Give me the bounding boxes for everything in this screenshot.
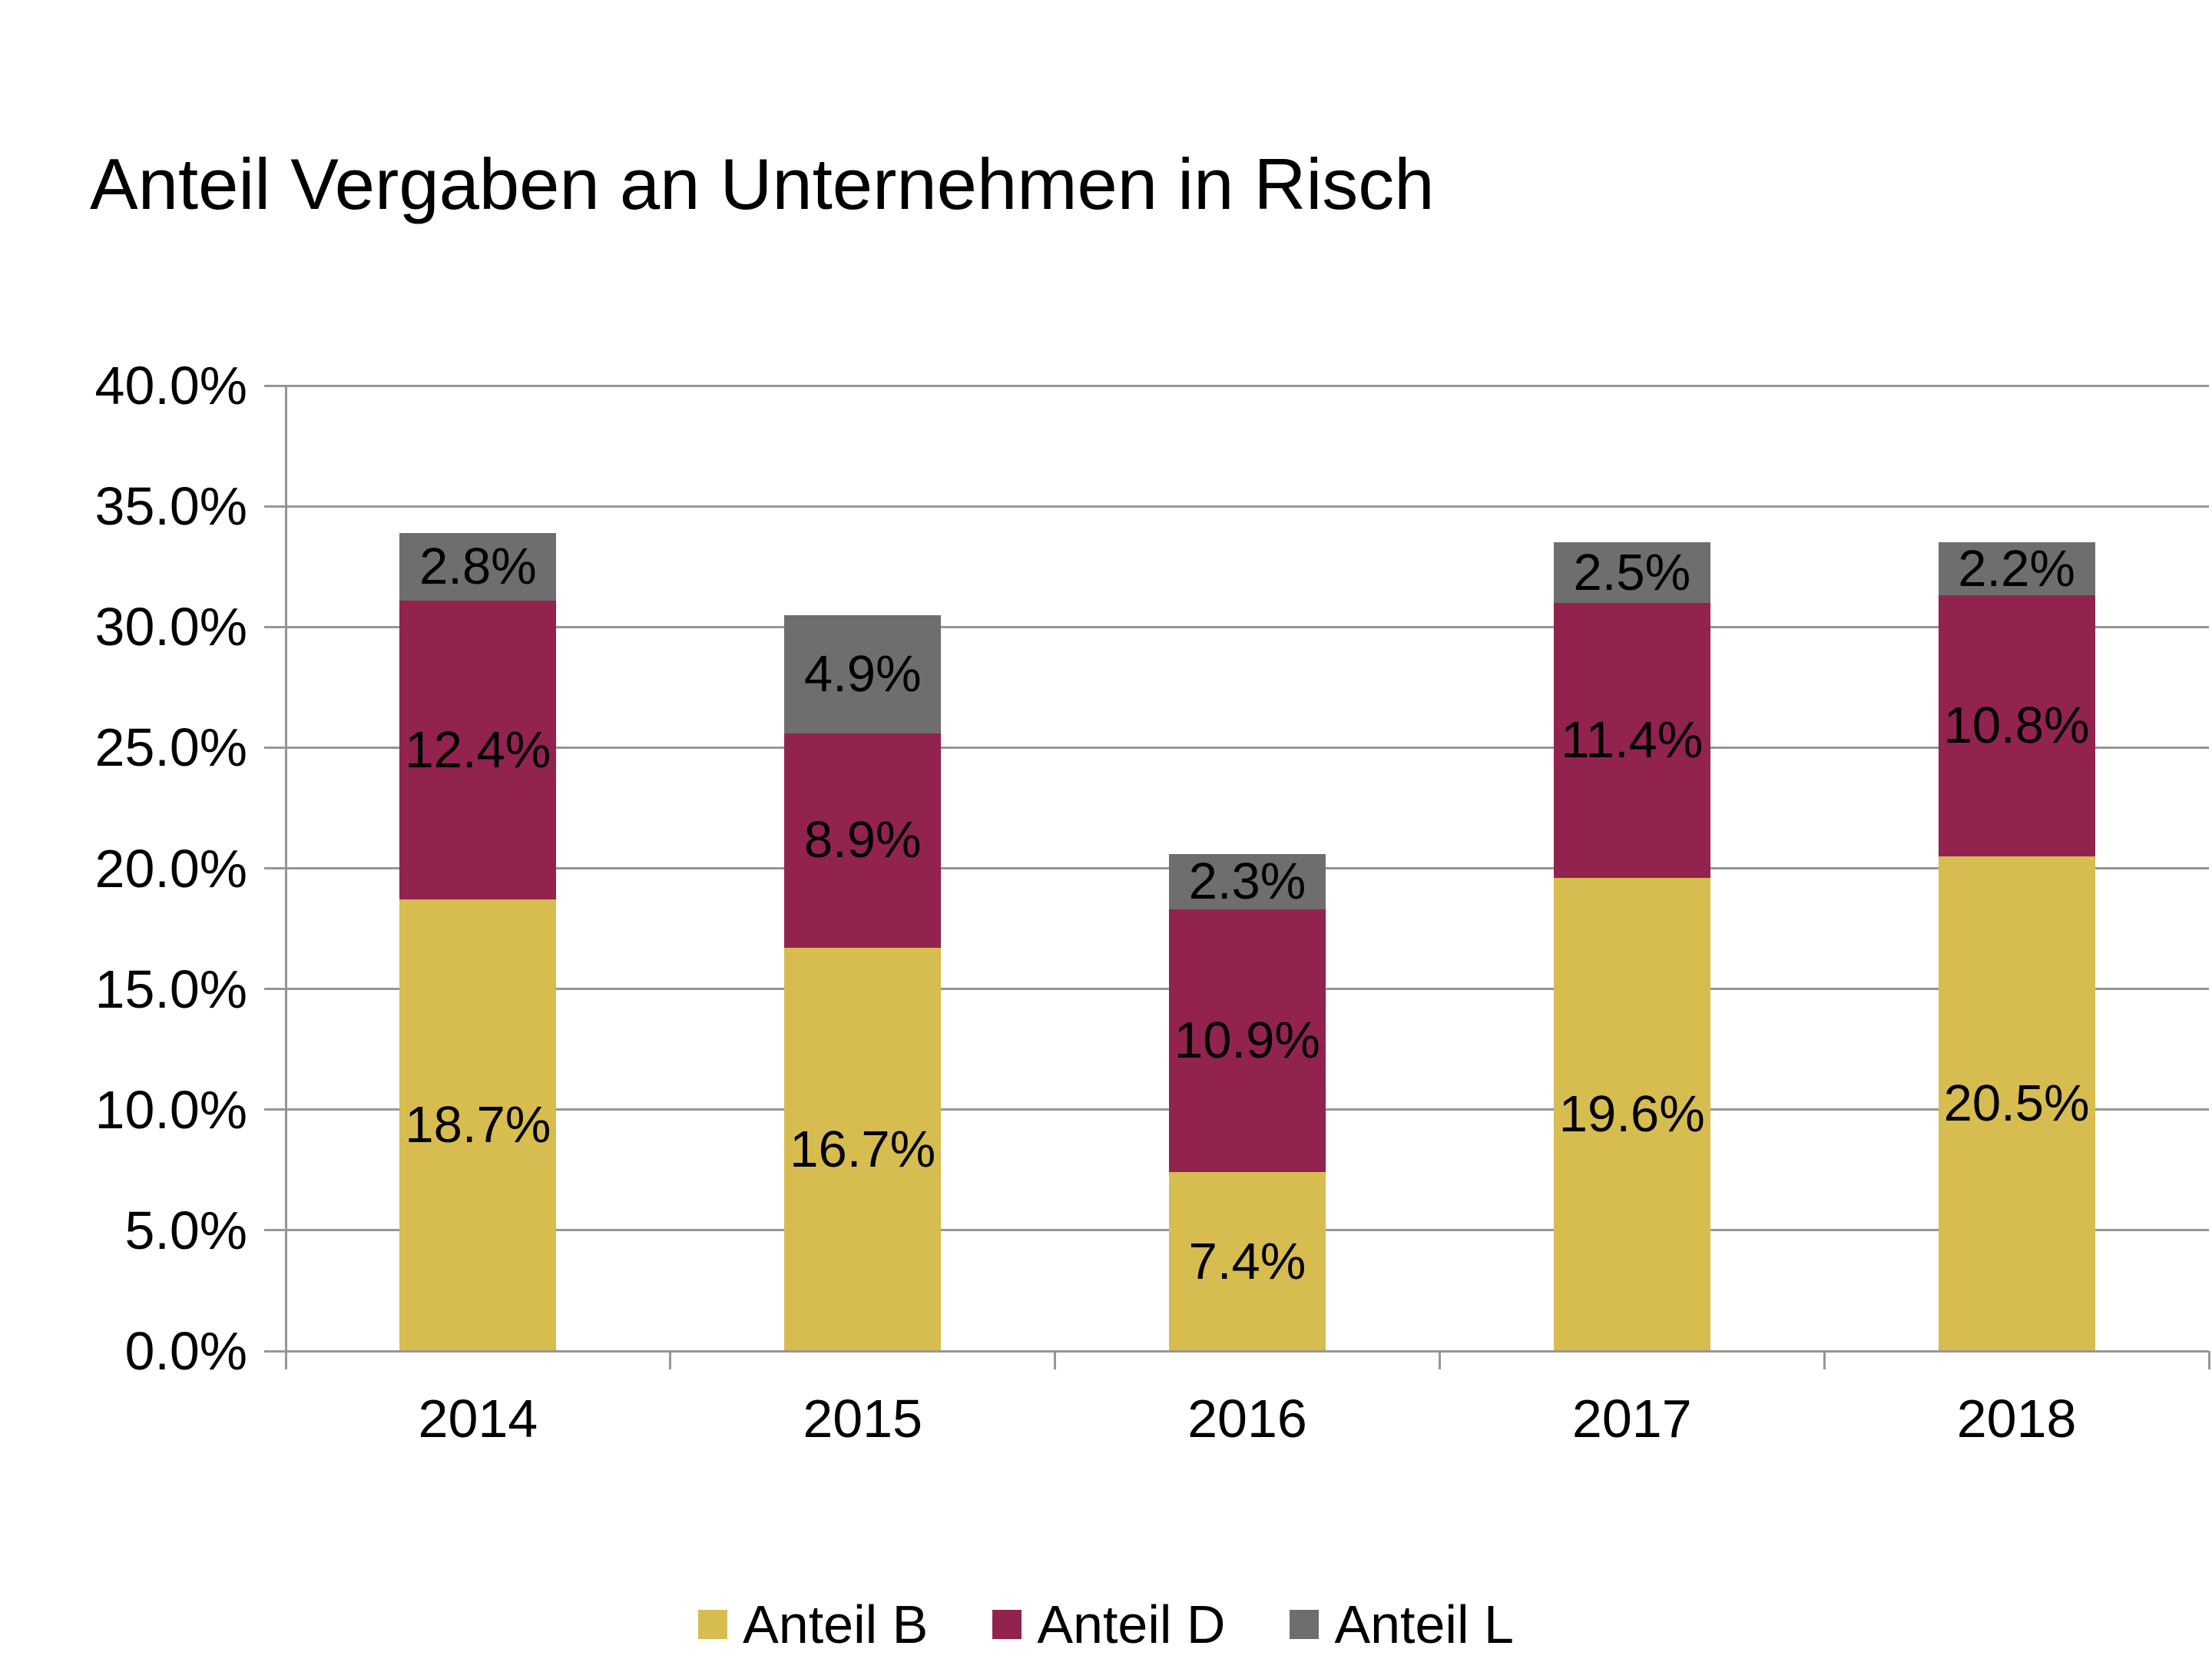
legend-item: Anteil L [1290, 1594, 1514, 1654]
y-axis-tick-label: 25.0% [94, 717, 247, 778]
x-axis-tick-label: 2015 [803, 1389, 923, 1449]
bar-segment-anteil-d [1169, 909, 1326, 1173]
chart-title: Anteil Vergaben an Unternehmen in Risch [90, 144, 1435, 224]
y-axis-tick-label: 40.0% [94, 356, 247, 416]
data-label: 19.6% [1558, 1085, 1705, 1144]
gridline [286, 505, 2209, 508]
legend-item: Anteil B [698, 1596, 928, 1653]
bar-segment-anteil-d [1553, 602, 1710, 879]
data-label: 7.4% [1188, 1232, 1306, 1290]
data-label: 18.7% [405, 1096, 551, 1154]
y-axis-tick [264, 625, 286, 628]
legend: Anteil B Anteil D Anteil L [0, 1596, 2212, 1653]
x-axis-tick-label: 2017 [1571, 1389, 1692, 1449]
legend-label: Anteil D [1037, 1594, 1226, 1654]
bar-segment-anteil-l [784, 614, 942, 733]
data-label: 4.9% [803, 644, 922, 703]
bar-segment-anteil-l [1553, 542, 1710, 603]
data-label: 16.7% [790, 1120, 936, 1178]
legend-label: Anteil L [1334, 1594, 1514, 1654]
y-axis-tick [264, 746, 286, 749]
legend-swatch-anteil-b [698, 1610, 728, 1639]
data-label: 2.2% [1958, 539, 2075, 598]
x-axis-tick [1054, 1351, 1057, 1369]
legend-swatch-anteil-l [1290, 1610, 1320, 1639]
bar-segment-anteil-b [784, 948, 942, 1351]
data-label: 2.3% [1188, 852, 1306, 910]
bar-segment-anteil-b [1553, 878, 1710, 1351]
legend-item: Anteil D [992, 1596, 1225, 1653]
x-axis-tick [669, 1351, 672, 1369]
x-axis-tick-label: 2016 [1187, 1389, 1307, 1449]
bar-segment-anteil-d [784, 733, 942, 949]
x-axis-line [264, 1349, 2209, 1353]
bar-segment-anteil-l [399, 532, 557, 601]
bar-segment-anteil-l [1938, 542, 2095, 596]
y-axis-tick [264, 1229, 286, 1232]
legend-swatch-anteil-d [992, 1610, 1022, 1639]
y-axis-line [284, 386, 287, 1351]
data-label: 12.4% [405, 720, 551, 779]
y-axis-tick-label: 35.0% [94, 476, 247, 537]
gridline [286, 746, 2209, 749]
y-axis-tick [264, 384, 286, 387]
gridline [286, 384, 2209, 387]
bar-segment-anteil-b [1938, 856, 2095, 1351]
data-label: 20.5% [1943, 1074, 2090, 1132]
data-label: 10.9% [1174, 1012, 1320, 1070]
x-axis-tick [284, 1351, 287, 1369]
bar-segment-anteil-d [1938, 595, 2095, 856]
x-axis-tick [2207, 1351, 2210, 1369]
y-axis-tick [264, 867, 286, 869]
y-axis-tick-label: 15.0% [94, 959, 247, 1019]
y-axis-tick-label: 0.0% [124, 1321, 247, 1381]
gridline [286, 625, 2209, 628]
bar-segment-anteil-l [1169, 853, 1326, 909]
x-axis-tick [1438, 1351, 1441, 1369]
data-label: 10.8% [1943, 697, 2090, 755]
data-label: 2.5% [1573, 543, 1691, 601]
bar-segment-anteil-d [399, 600, 557, 900]
y-axis-tick-label: 30.0% [94, 597, 247, 657]
y-axis-tick-label: 20.0% [94, 838, 247, 899]
data-label: 2.8% [419, 537, 537, 595]
y-axis-tick [264, 988, 286, 991]
x-axis-tick-label: 2014 [418, 1389, 538, 1449]
x-axis-tick [1823, 1351, 1826, 1369]
data-label: 8.9% [803, 811, 922, 869]
y-axis-tick-label: 10.0% [94, 1079, 247, 1140]
data-label: 11.4% [1561, 710, 1704, 769]
y-axis-tick [264, 505, 286, 508]
legend-label: Anteil B [743, 1594, 929, 1654]
bar-segment-anteil-b [1169, 1172, 1326, 1351]
bar-segment-anteil-b [399, 899, 557, 1351]
y-axis-tick-label: 5.0% [124, 1200, 247, 1260]
x-axis-tick-label: 2018 [1956, 1389, 2077, 1449]
y-axis-tick [264, 1108, 286, 1111]
